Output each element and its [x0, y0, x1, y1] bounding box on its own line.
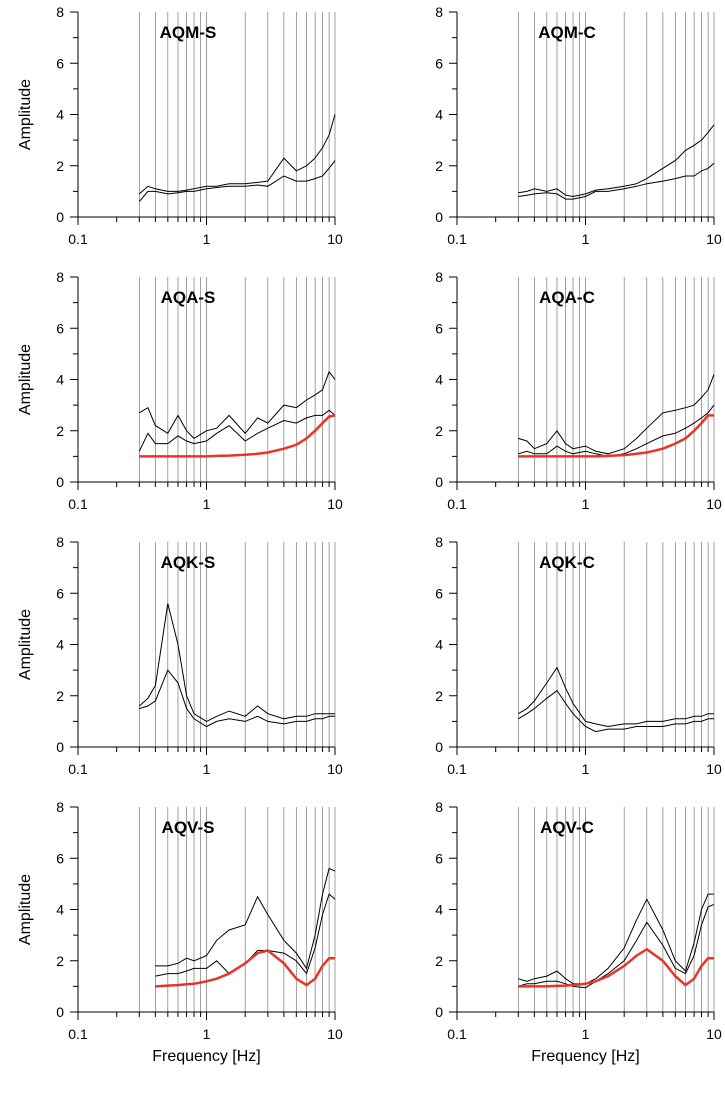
- x-tick-label: 10: [327, 1026, 343, 1042]
- y-axis-label: Amplitude: [17, 609, 34, 680]
- y-axis-label: Amplitude: [17, 344, 34, 415]
- x-tick-label: 0.1: [68, 496, 88, 512]
- series-line: [138, 603, 335, 722]
- y-tick-label: 0: [56, 209, 64, 225]
- series-line: [138, 114, 336, 195]
- x-tick-label: 10: [327, 231, 343, 247]
- x-tick-label: 0.1: [447, 761, 467, 777]
- x-tick-label: 10: [706, 496, 722, 512]
- x-tick-label: 1: [203, 231, 211, 247]
- series-line: [138, 160, 336, 202]
- x-tick-label: 0.1: [68, 1026, 88, 1042]
- y-tick-label: 2: [435, 688, 443, 704]
- series-line: [518, 666, 714, 728]
- y-tick-label: 4: [56, 107, 64, 123]
- series-line: [518, 893, 714, 985]
- panel-title: AQV-S: [162, 818, 215, 837]
- series-line: [139, 669, 335, 728]
- y-tick-label: 6: [435, 320, 443, 336]
- y-tick-label: 6: [435, 850, 443, 866]
- y-tick-label: 6: [56, 850, 64, 866]
- y-tick-label: 8: [56, 4, 64, 20]
- panel-title: AQA-S: [161, 288, 216, 307]
- series-line: [139, 414, 336, 458]
- series-line: [139, 370, 336, 440]
- x-tick-label: 0.1: [447, 231, 467, 247]
- series-line: [518, 414, 714, 458]
- x-tick-label: 1: [582, 496, 590, 512]
- y-axis-label: Amplitude: [17, 79, 34, 150]
- y-tick-label: 2: [435, 423, 443, 439]
- x-tick-label: 1: [203, 1026, 211, 1042]
- y-tick-label: 6: [56, 55, 64, 71]
- y-tick-label: 4: [435, 637, 443, 653]
- x-tick-label: 0.1: [68, 761, 88, 777]
- y-tick-label: 4: [435, 902, 443, 918]
- x-axis-label: Frequency [Hz]: [152, 1048, 260, 1065]
- x-tick-label: 0.1: [447, 1026, 467, 1042]
- panel-title: AQA-C: [539, 288, 595, 307]
- y-tick-label: 8: [435, 534, 443, 550]
- x-tick-label: 10: [706, 1026, 722, 1042]
- x-tick-label: 0.1: [68, 231, 88, 247]
- x-tick-label: 1: [582, 761, 590, 777]
- y-axis-label: Amplitude: [17, 874, 34, 945]
- series-line: [155, 949, 335, 988]
- y-tick-label: 0: [435, 474, 443, 490]
- series-line: [518, 404, 715, 457]
- x-tick-label: 1: [203, 761, 211, 777]
- panel-title: AQM-S: [160, 23, 217, 42]
- series-line: [518, 124, 715, 198]
- y-tick-label: 0: [435, 209, 443, 225]
- y-tick-label: 6: [435, 55, 443, 71]
- y-tick-label: 2: [56, 423, 64, 439]
- y-tick-label: 2: [435, 953, 443, 969]
- series-line: [518, 903, 715, 989]
- x-tick-label: 0.1: [447, 496, 467, 512]
- panel-title: AQK-C: [539, 553, 595, 572]
- y-tick-label: 4: [56, 372, 64, 388]
- y-tick-label: 8: [56, 534, 64, 550]
- x-tick-label: 10: [327, 761, 343, 777]
- series-line: [518, 689, 714, 733]
- y-tick-label: 4: [56, 637, 64, 653]
- panel-title: AQK-S: [161, 553, 216, 572]
- x-axis-label: Frequency [Hz]: [531, 1048, 639, 1065]
- y-tick-label: 8: [435, 4, 443, 20]
- y-tick-label: 0: [56, 1004, 64, 1020]
- y-tick-label: 2: [435, 158, 443, 174]
- y-tick-label: 8: [435, 799, 443, 815]
- y-tick-label: 4: [56, 902, 64, 918]
- series-line: [155, 867, 336, 970]
- y-tick-label: 6: [435, 585, 443, 601]
- y-tick-label: 6: [56, 585, 64, 601]
- x-tick-label: 10: [706, 231, 722, 247]
- x-tick-label: 1: [203, 496, 211, 512]
- panel-title: AQM-C: [538, 23, 596, 42]
- y-tick-label: 4: [435, 372, 443, 388]
- x-tick-label: 10: [706, 761, 722, 777]
- panel-title: AQV-C: [540, 818, 594, 837]
- series-line: [518, 374, 715, 455]
- y-tick-label: 8: [56, 799, 64, 815]
- y-tick-label: 2: [56, 158, 64, 174]
- y-tick-label: 8: [56, 269, 64, 285]
- x-tick-label: 10: [327, 496, 343, 512]
- series-line: [138, 409, 336, 452]
- y-tick-label: 4: [435, 107, 443, 123]
- series-line: [518, 162, 715, 200]
- y-tick-label: 6: [56, 320, 64, 336]
- x-tick-label: 1: [582, 231, 590, 247]
- y-tick-label: 2: [56, 953, 64, 969]
- y-tick-label: 0: [56, 474, 64, 490]
- y-tick-label: 8: [435, 269, 443, 285]
- y-tick-label: 2: [56, 688, 64, 704]
- series-line: [518, 947, 714, 988]
- y-tick-label: 0: [56, 739, 64, 755]
- y-tick-label: 0: [435, 1004, 443, 1020]
- y-tick-label: 0: [435, 739, 443, 755]
- x-tick-label: 1: [582, 1026, 590, 1042]
